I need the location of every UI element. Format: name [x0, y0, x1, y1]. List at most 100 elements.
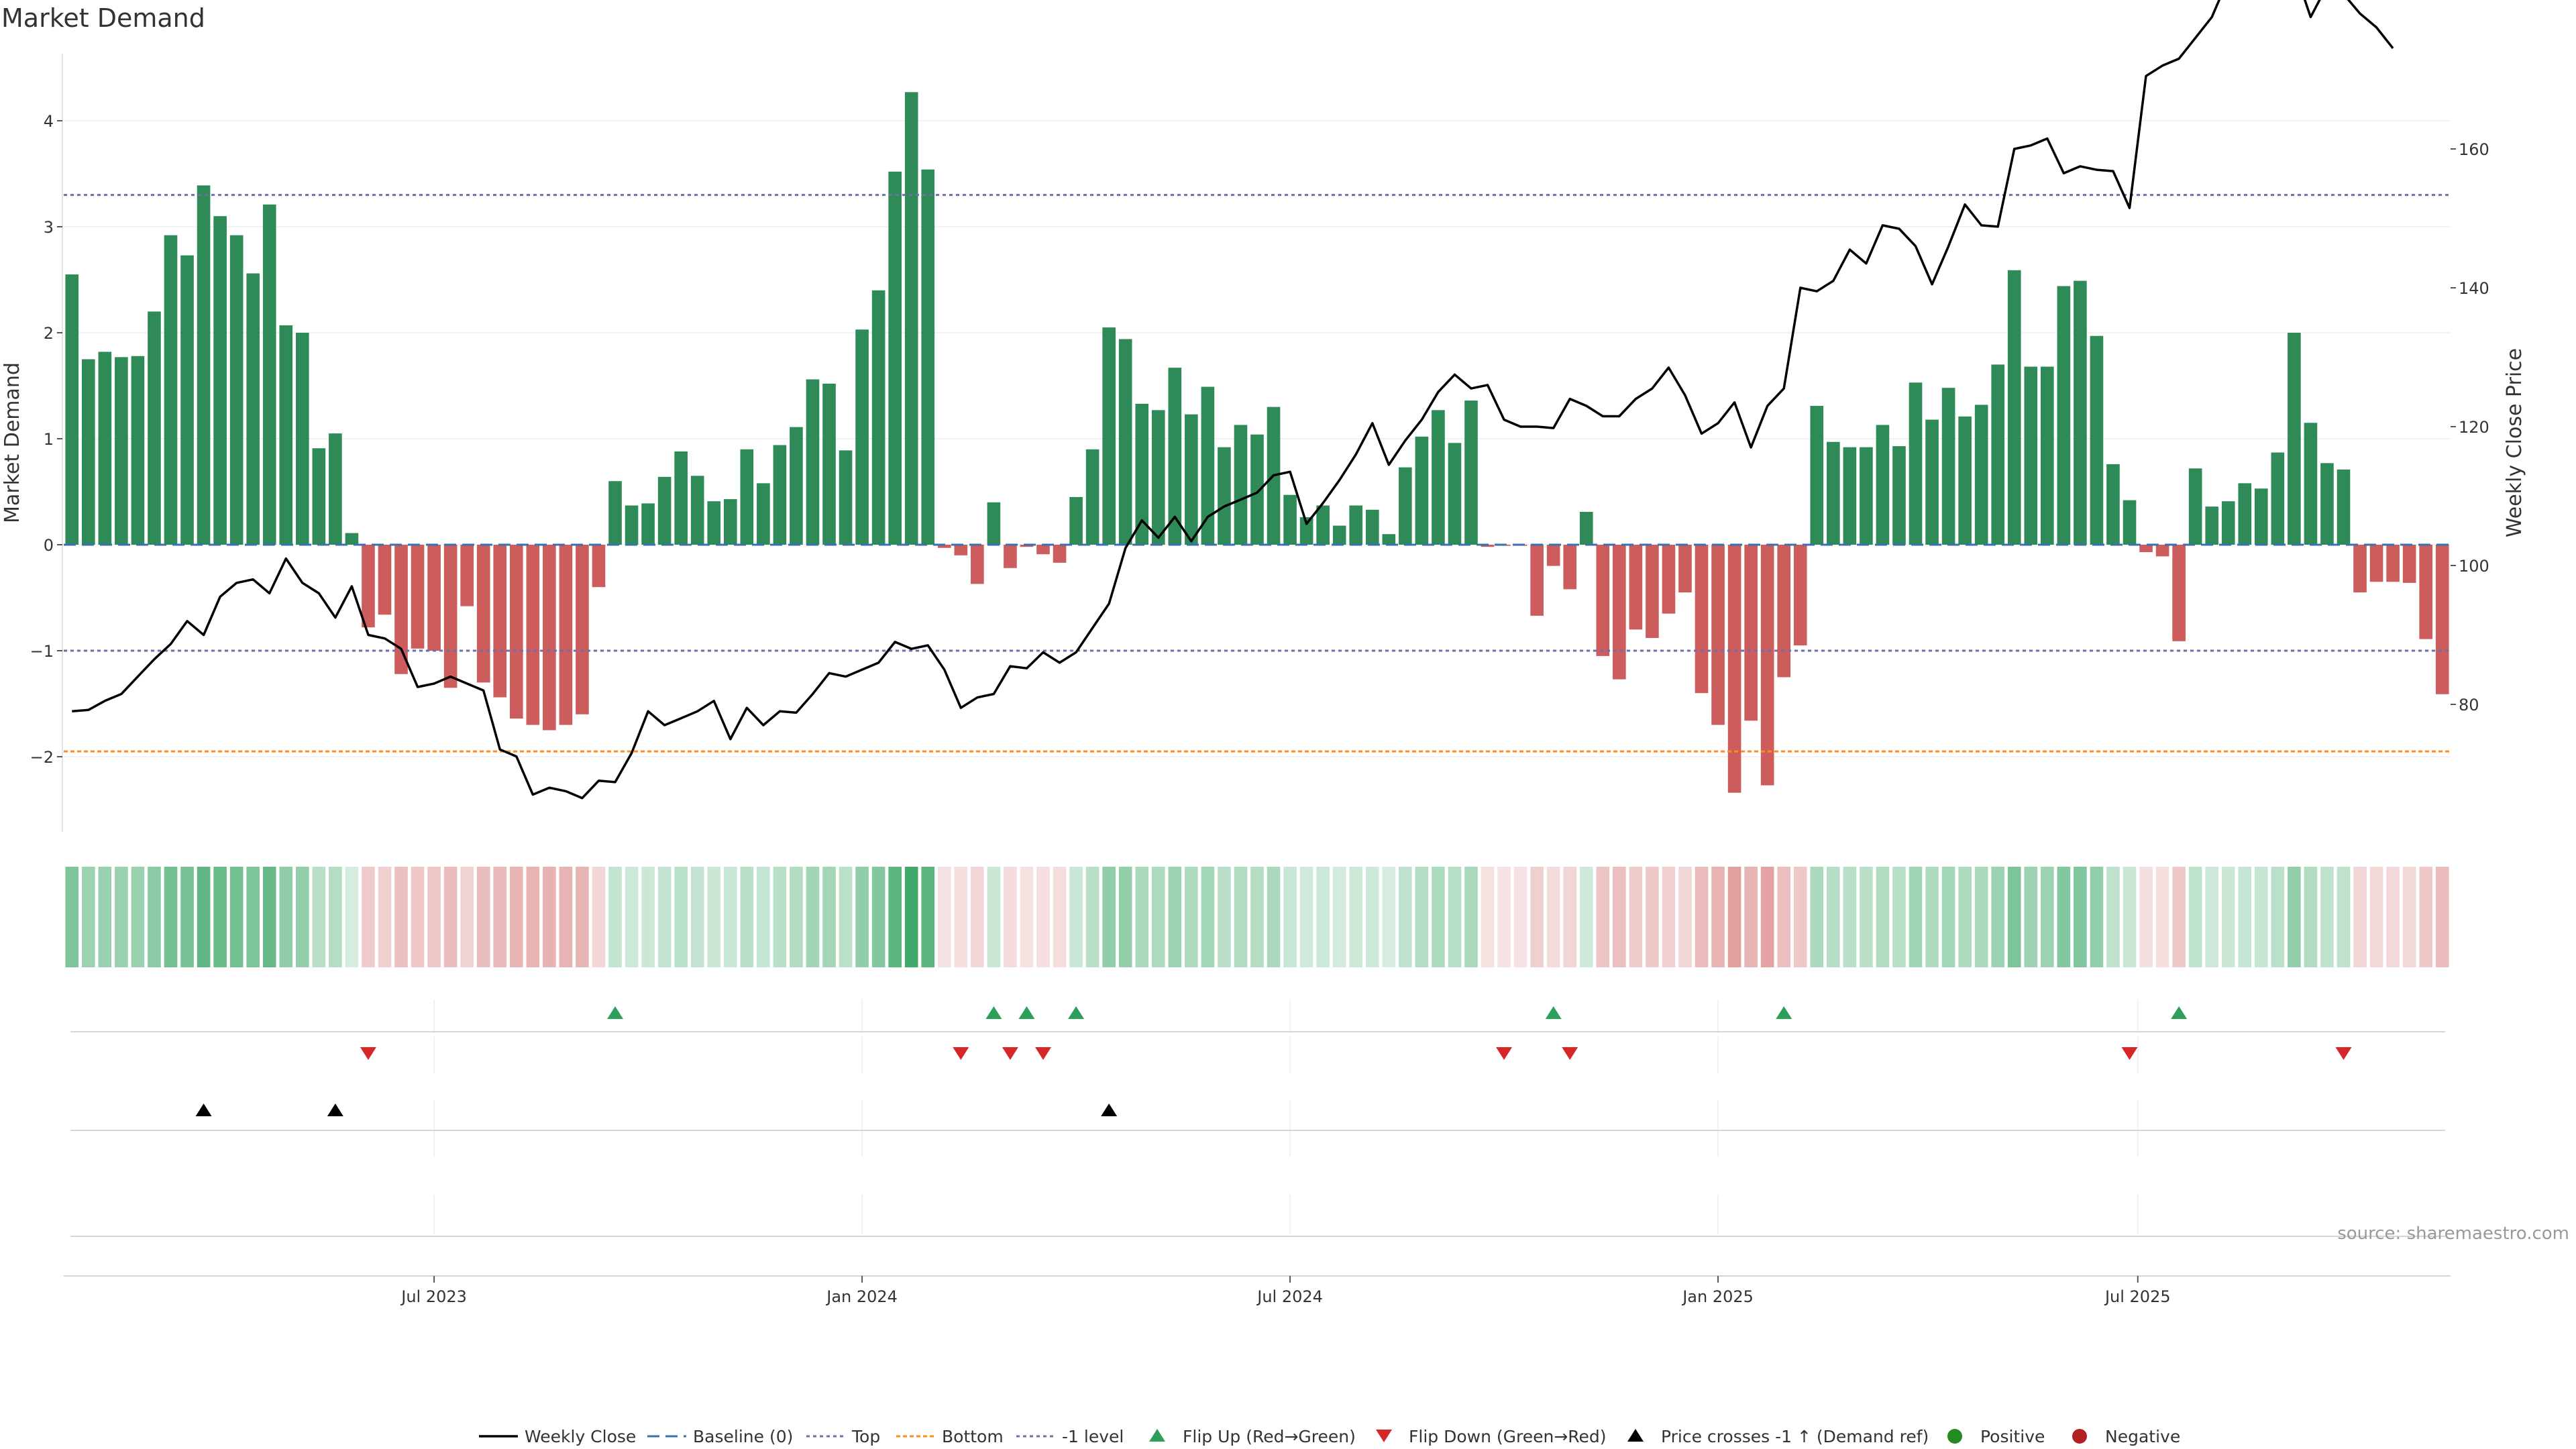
heat-cell	[279, 867, 293, 967]
heat-cell	[509, 867, 523, 967]
flip-down-marker	[2335, 1047, 2352, 1060]
left-tick-label: 1	[44, 430, 54, 449]
demand-bar	[1085, 449, 1099, 545]
heat-cell	[1349, 867, 1363, 967]
legend-swatch-negative	[2072, 1429, 2087, 1444]
demand-bar	[1218, 447, 1231, 545]
heat-cell	[1185, 867, 1198, 967]
heat-cell	[1909, 867, 1923, 967]
heat-cell	[2304, 867, 2318, 967]
heat-cell	[1036, 867, 1050, 967]
demand-bar	[1415, 436, 1429, 545]
demand-bar	[1860, 447, 1873, 545]
heat-cell	[1464, 867, 1478, 967]
flip-down-marker	[1002, 1047, 1018, 1060]
heat-cell	[1085, 867, 1099, 967]
heat-cell	[1678, 867, 1692, 967]
heat-cell	[1646, 867, 1659, 967]
heat-cell	[2402, 867, 2416, 967]
left-tick-label: 3	[44, 218, 54, 237]
demand-bar	[790, 427, 803, 545]
heat-cell	[954, 867, 968, 967]
x-tick-label: Jul 2024	[1256, 1287, 1323, 1306]
heat-cell	[213, 867, 227, 967]
heat-cell	[411, 867, 425, 967]
demand-bar	[1448, 443, 1462, 545]
heat-cell	[1332, 867, 1346, 967]
demand-bar	[2007, 270, 2021, 545]
demand-bar	[197, 185, 211, 545]
demand-bar	[1432, 410, 1445, 545]
heat-cell	[2074, 867, 2087, 967]
heat-cell	[723, 867, 737, 967]
right-tick-label: 80	[2459, 696, 2479, 714]
heat-cell	[1777, 867, 1791, 967]
demand-bar	[2139, 545, 2153, 553]
heat-cell	[2090, 867, 2104, 967]
heat-cell	[2353, 867, 2367, 967]
demand-bar	[2288, 333, 2301, 545]
flip-down-marker	[1035, 1047, 1052, 1060]
heat-cell	[657, 867, 672, 967]
demand-bar	[1069, 496, 1083, 545]
heat-cell	[394, 867, 408, 967]
demand-bar	[1596, 545, 1610, 656]
legend-label: Positive	[1980, 1427, 2045, 1446]
flip-up-marker	[2171, 1006, 2188, 1019]
heat-cell	[971, 867, 984, 967]
heat-cell	[1020, 867, 1034, 967]
demand-bar	[707, 501, 721, 545]
heat-cell	[262, 867, 276, 967]
heat-cell	[1991, 867, 2005, 967]
heat-cell	[1135, 867, 1149, 967]
heat-cell	[2057, 867, 2071, 967]
demand-bar	[1283, 494, 1297, 545]
heat-cell	[2188, 867, 2202, 967]
heat-cell	[1299, 867, 1313, 967]
flip-up-marker	[1776, 1006, 1792, 1019]
demand-bar	[1399, 467, 1412, 545]
heat-cell	[707, 867, 721, 967]
demand-bar	[888, 171, 902, 545]
heat-cell	[1151, 867, 1165, 967]
heat-cell	[2007, 867, 2021, 967]
demand-bar	[559, 545, 573, 725]
heat-cell	[2320, 867, 2334, 967]
heat-cell	[2271, 867, 2285, 967]
demand-bar	[1530, 545, 1544, 616]
demand-bar	[1925, 419, 1939, 545]
flip-down-marker	[1562, 1047, 1578, 1060]
demand-bar	[641, 503, 655, 545]
demand-bar	[2337, 469, 2351, 545]
demand-bar	[460, 545, 474, 606]
heat-cell	[229, 867, 244, 967]
heat-cell	[1481, 867, 1495, 967]
demand-bar	[1234, 425, 1248, 545]
flip-up-marker	[1068, 1006, 1085, 1019]
heat-cell	[757, 867, 770, 967]
heat-cell	[1530, 867, 1544, 967]
demand-bar	[378, 545, 392, 615]
demand-bar	[806, 379, 820, 545]
demand-bar	[509, 545, 523, 719]
demand-bar	[1695, 545, 1709, 694]
left-axis-label: Market Demand	[1, 362, 24, 523]
demand-bar	[2188, 468, 2202, 545]
x-tick-label: Jul 2023	[400, 1287, 467, 1306]
demand-bar	[1546, 545, 1560, 566]
demand-bar	[855, 329, 869, 545]
heat-cell	[2419, 867, 2433, 967]
heat-cell	[921, 867, 935, 967]
demand-bar	[1646, 545, 1659, 639]
heat-cell	[608, 867, 622, 967]
heat-cell	[1596, 867, 1610, 967]
demand-bar	[98, 352, 112, 545]
heat-cell	[1399, 867, 1412, 967]
demand-bar	[1843, 447, 1857, 545]
left-tick-label: 0	[44, 536, 54, 555]
demand-bar	[871, 290, 885, 545]
heat-cell	[2024, 867, 2038, 967]
heat-cell	[790, 867, 803, 967]
heat-cell	[2254, 867, 2268, 967]
